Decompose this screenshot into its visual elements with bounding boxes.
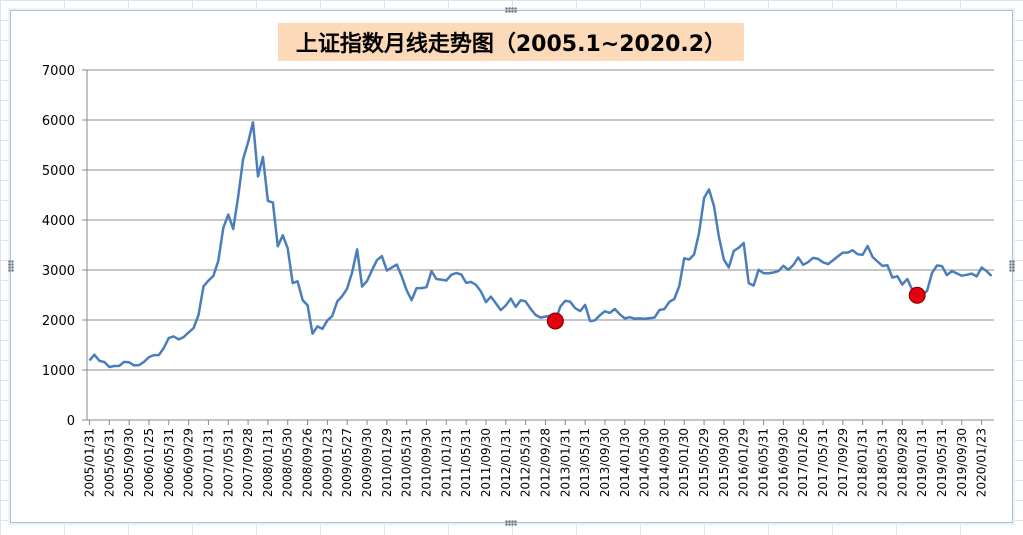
- x-tick-label: 2013/01/31: [558, 428, 572, 497]
- x-tick-label: 2010/05/31: [400, 428, 414, 497]
- x-tick-label: 2013/05/31: [578, 428, 592, 497]
- resize-handle-bottom[interactable]: [505, 520, 517, 526]
- chart-frame: [8, 8, 1015, 525]
- x-tick-label: 2011/05/31: [459, 428, 473, 497]
- x-tick-label: 2005/05/31: [102, 428, 116, 497]
- highlight-marker: [546, 312, 564, 330]
- x-tick-label: 2014/09/30: [657, 428, 671, 497]
- x-tick-label: 2014/01/30: [618, 428, 632, 497]
- y-tick-label: 6000: [42, 114, 75, 129]
- x-tick-label: 2014/05/30: [638, 428, 652, 497]
- chart-title: 上证指数月线走势图（2005.1~2020.2）: [278, 23, 744, 61]
- x-tick-label: 2006/05/31: [162, 428, 176, 497]
- y-tick-label: 7000: [42, 64, 75, 79]
- x-tick-label: 2017/09/29: [836, 428, 850, 497]
- axis-layer: 0 1000 2000 3000 4000 5000 6000 7000 2005/01/31 2…: [42, 64, 989, 497]
- x-tick-label: 2007/09/28: [241, 428, 255, 497]
- x-tick-label: 2005/09/30: [122, 428, 136, 497]
- x-tick-label: 2020/01/23: [975, 428, 989, 497]
- series-line: [88, 121, 993, 369]
- x-tick-label: 2011/09/30: [479, 428, 493, 497]
- x-tick-label: 2019/09/30: [955, 428, 969, 497]
- x-tick-label: 2007/05/31: [221, 428, 235, 497]
- x-tick-label: 2010/01/29: [380, 428, 394, 497]
- x-tick-label: 2012/01/31: [499, 428, 513, 497]
- y-tick-label: 5000: [42, 164, 75, 179]
- resize-handle-top[interactable]: [505, 7, 517, 13]
- y-tick-label: 2000: [42, 314, 75, 329]
- x-tick-label: 2015/09/30: [717, 428, 731, 497]
- y-tick-label: 0: [67, 414, 75, 429]
- highlight-marker: [908, 286, 926, 304]
- x-tick-label: 2011/01/31: [439, 428, 453, 497]
- x-tick-label: 2019/01/31: [915, 428, 929, 497]
- x-tick-label: 2008/09/26: [301, 428, 315, 497]
- line-layer: [88, 121, 993, 369]
- x-tick-label: 2016/01/29: [737, 428, 751, 497]
- x-tick-label: 2008/05/30: [281, 428, 295, 497]
- x-tick-label: 2018/01/31: [856, 428, 870, 497]
- x-tick-label: 2006/09/29: [182, 428, 196, 497]
- grid-layer: [87, 69, 994, 421]
- x-tick-label: 2015/05/29: [697, 428, 711, 497]
- x-tick-label: 2009/09/30: [360, 428, 374, 497]
- x-tick-label: 2017/05/31: [816, 428, 830, 497]
- x-tick-label: 2012/09/28: [538, 428, 552, 497]
- x-tick-label: 2006/01/25: [142, 428, 156, 497]
- x-tick-label: 2007/01/31: [201, 428, 215, 497]
- x-tick-label: 2015/01/30: [677, 428, 691, 497]
- x-tick-label: 2005/01/31: [82, 428, 96, 497]
- x-tick-label: 2010/09/30: [420, 428, 434, 497]
- marker-layer: [546, 286, 926, 330]
- x-tick-label: 2012/05/31: [519, 428, 533, 497]
- resize-handle-left[interactable]: [8, 260, 14, 272]
- resize-handle-right[interactable]: [1009, 260, 1015, 272]
- x-tick-label: 2016/09/30: [776, 428, 790, 497]
- x-tick-label: 2013/09/30: [598, 428, 612, 497]
- y-tick-label: 1000: [42, 364, 75, 379]
- y-tick-label: 3000: [42, 264, 75, 279]
- x-tick-label: 2016/05/31: [757, 428, 771, 497]
- x-tick-label: 2017/01/26: [796, 428, 810, 497]
- x-tick-label: 2009/05/27: [340, 428, 354, 497]
- y-tick-label: 4000: [42, 214, 75, 229]
- x-tick-label: 2008/01/31: [261, 428, 275, 497]
- x-tick-label: 2009/01/23: [320, 428, 334, 497]
- x-tick-label: 2018/09/28: [895, 428, 909, 497]
- x-tick-label: 2019/05/31: [935, 428, 949, 497]
- x-tick-label: 2018/05/31: [875, 428, 889, 497]
